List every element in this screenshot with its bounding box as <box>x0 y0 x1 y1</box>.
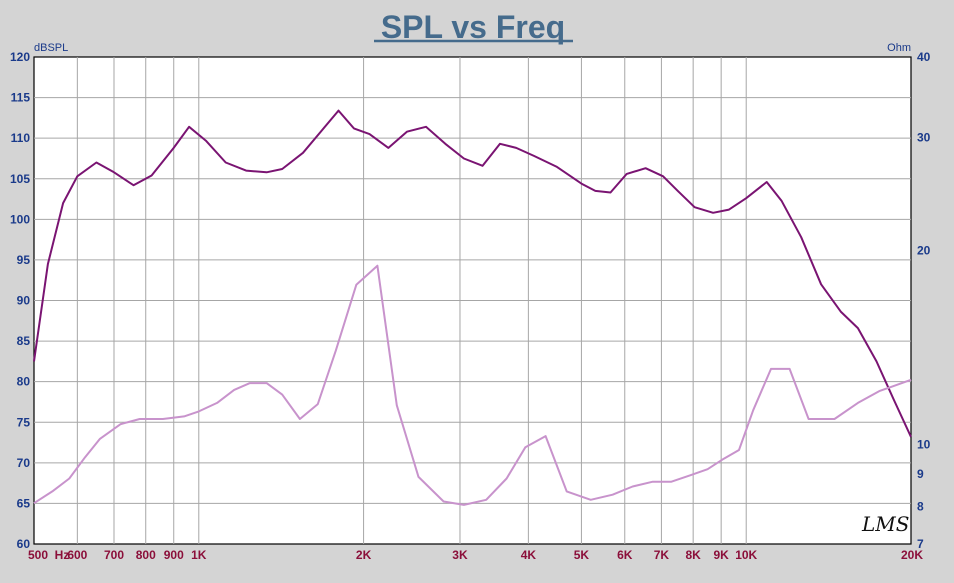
x-axis-tick-label: 6K <box>617 548 633 562</box>
left-axis-tick-label: 105 <box>10 172 30 186</box>
left-axis-unit: dBSPL <box>34 42 68 54</box>
chart-title: SPL vs Freq <box>381 9 565 45</box>
left-axis-tick-label: 85 <box>17 334 31 348</box>
x-axis-tick-label: 900 <box>164 548 184 562</box>
left-axis-tick-label: 120 <box>10 50 30 64</box>
left-axis-tick-label: 75 <box>17 415 31 429</box>
logo-mark: LMS <box>861 512 909 536</box>
x-axis-tick-label: 7K <box>654 548 670 562</box>
axis-layer: 60 65 70 75 80 85 90 95 100 105 110 115 120 7 8 9 10 20 30… <box>10 50 931 562</box>
x-axis-tick-label: 800 <box>136 548 156 562</box>
left-axis-tick-label: 60 <box>17 537 31 551</box>
left-axis-tick-label: 100 <box>10 212 30 226</box>
x-axis-tick-label: 2K <box>356 548 372 562</box>
right-axis-tick-label: 7 <box>917 537 924 551</box>
x-axis-tick-label: 3K <box>452 548 468 562</box>
left-axis-tick-label: 80 <box>17 375 31 389</box>
series-layer <box>33 109 912 506</box>
right-axis-tick-label: 40 <box>917 50 931 64</box>
left-axis-tick-label: 95 <box>17 253 31 267</box>
left-axis-tick-label: 70 <box>17 456 31 470</box>
x-axis-tick-label: 1K <box>191 548 207 562</box>
x-axis-tick-label: 8K <box>685 548 701 562</box>
left-axis-tick-label: 115 <box>11 91 31 105</box>
series-line-impedance <box>33 264 912 506</box>
left-axis-tick-label: 90 <box>17 294 31 308</box>
x-axis-tick-label: 10K <box>735 548 757 562</box>
series-line-spl <box>33 109 912 438</box>
right-axis-tick-label: 8 <box>917 500 924 514</box>
right-axis-tick-label: 20 <box>917 244 931 258</box>
x-axis-tick-label: 4K <box>521 548 537 562</box>
x-axis-tick-label: 500 <box>28 548 48 562</box>
x-axis-tick-label: 600 <box>67 548 87 562</box>
x-axis-tick-label: 5K <box>574 548 590 562</box>
right-axis-tick-label: 10 <box>917 437 931 451</box>
x-axis-tick-label: 700 <box>104 548 124 562</box>
grid-layer <box>34 57 911 544</box>
right-axis-tick-label: 30 <box>917 130 931 144</box>
left-axis-tick-label: 65 <box>17 496 31 510</box>
x-axis-tick-label: 20K <box>901 548 923 562</box>
x-axis-tick-label: 9K <box>713 548 729 562</box>
right-axis-unit: Ohm <box>887 42 911 54</box>
right-axis-tick-label: 9 <box>917 467 924 481</box>
x-axis-unit: Hz <box>55 548 70 562</box>
left-axis-tick-label: 110 <box>11 131 31 145</box>
